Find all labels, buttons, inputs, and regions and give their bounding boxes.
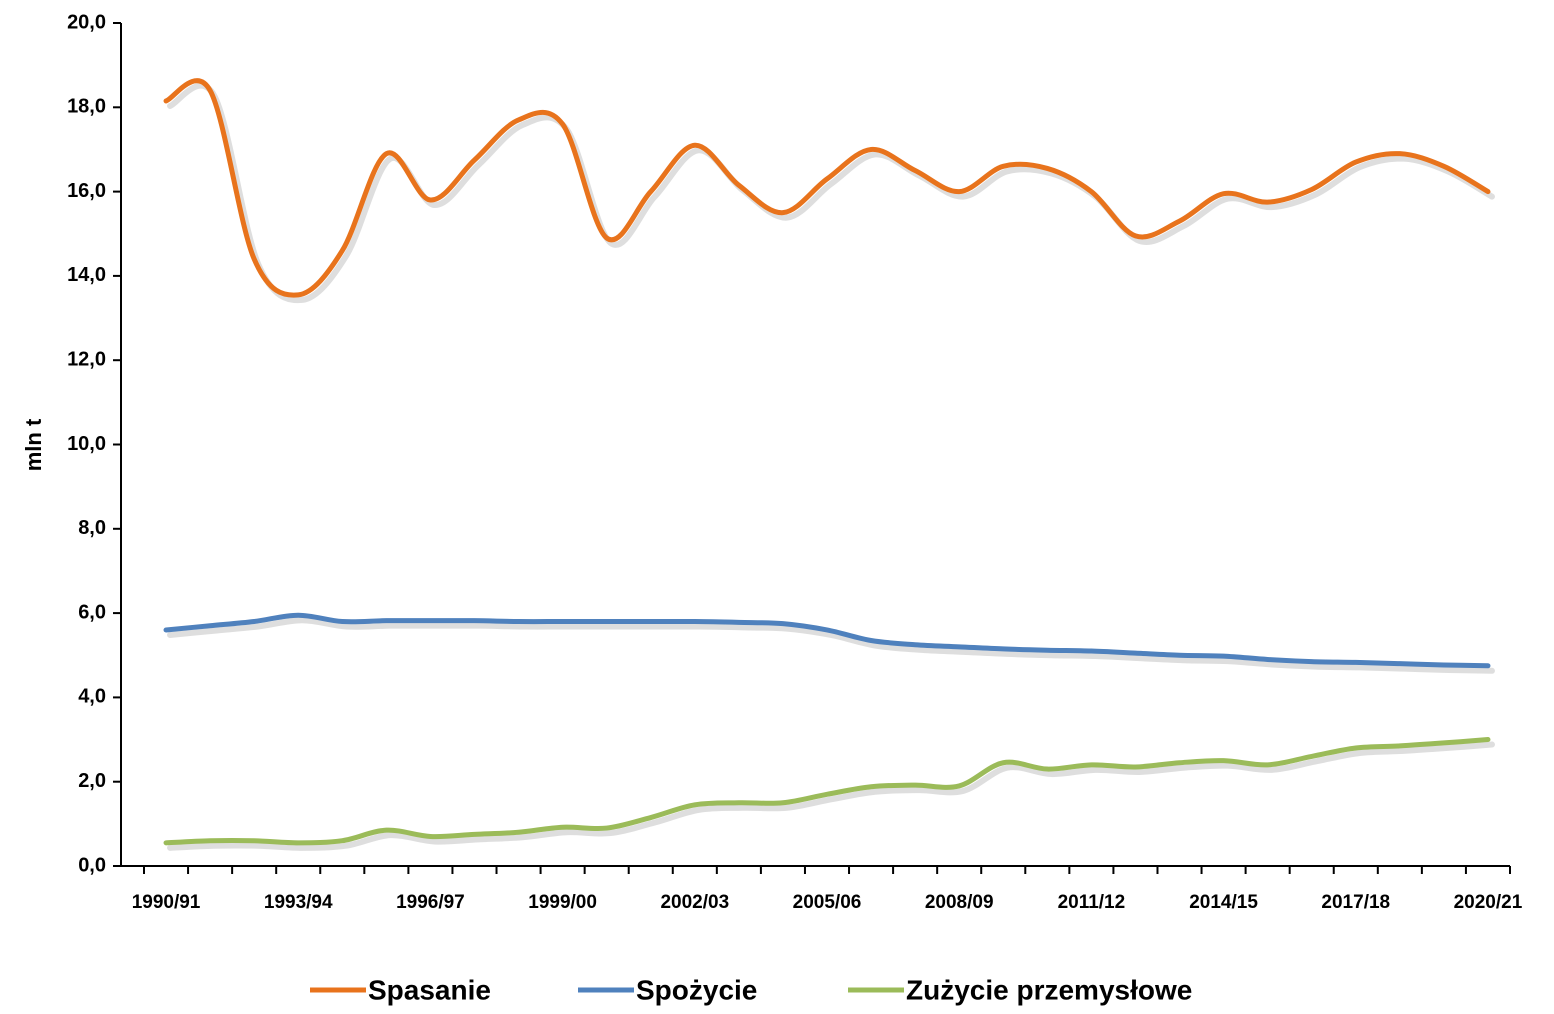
x-tick-label: 1999/00 xyxy=(528,892,597,913)
y-tick-label: 4,0 xyxy=(78,686,106,708)
legend-label: Zużycie przemysłowe xyxy=(906,974,1192,1005)
x-tick-label: 2002/03 xyxy=(660,892,729,913)
y-tick-label: 16,0 xyxy=(67,180,106,202)
x-tick-label: 2020/21 xyxy=(1454,892,1523,913)
line-shadow xyxy=(167,617,1495,674)
series-line xyxy=(163,78,1491,298)
x-tick-label: 2011/12 xyxy=(1058,892,1126,913)
y-tick-label: 12,0 xyxy=(67,348,106,370)
legend-label: Spasanie xyxy=(368,974,491,1005)
y-tick-label: 20,0 xyxy=(67,11,106,33)
y-tick-label: 18,0 xyxy=(67,96,106,118)
y-tick-label: 14,0 xyxy=(67,264,106,286)
y-tick-label: 2,0 xyxy=(78,770,106,792)
x-tick-label: 2014/15 xyxy=(1189,892,1258,913)
series-line xyxy=(163,612,1491,669)
y-tick-label: 6,0 xyxy=(78,601,106,623)
x-tick-label: 1996/97 xyxy=(396,892,465,913)
y-tick-label: 0,0 xyxy=(78,854,106,876)
series-line xyxy=(163,737,1491,846)
y-axis-title: mln t xyxy=(21,418,46,471)
x-tick-label: 2005/06 xyxy=(793,892,862,913)
line-shadow xyxy=(167,82,1495,304)
y-tick-label: 8,0 xyxy=(78,517,106,539)
x-tick-label: 2017/18 xyxy=(1321,892,1390,913)
x-tick-label: 2008/09 xyxy=(925,892,994,913)
x-tick-label: 1990/91 xyxy=(132,892,201,913)
x-tick-label: 1993/94 xyxy=(264,892,333,913)
line-shadow xyxy=(167,741,1495,851)
y-tick-label: 10,0 xyxy=(67,433,106,455)
legend-label: Spożycie xyxy=(636,974,757,1005)
